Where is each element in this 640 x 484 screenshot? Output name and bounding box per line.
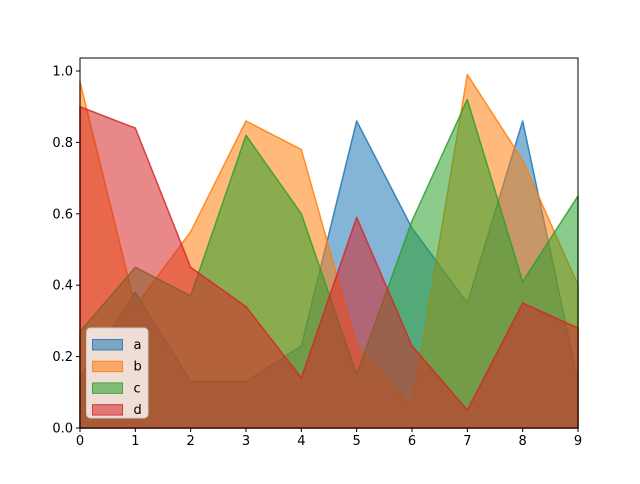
y-tick-label: 0.2: [52, 350, 73, 365]
axes-spines: [79, 57, 579, 429]
legend-label-d: d: [134, 403, 142, 418]
legend-swatch-d: [92, 404, 123, 416]
y-axis: 0.0 0.2 0.4 0.6 0.8 1.0: [52, 65, 80, 437]
x-tick-label: 5: [353, 434, 361, 449]
legend-swatch-c: [92, 382, 123, 394]
x-tick-label: 2: [187, 434, 195, 449]
y-tick-label: 0.8: [52, 136, 73, 151]
legend-label-a: a: [134, 338, 142, 353]
x-tick-label: 7: [463, 434, 471, 449]
axes-frame: [79, 57, 579, 429]
y-tick-label: 1.0: [52, 65, 73, 80]
legend-label-c: c: [134, 381, 141, 396]
x-tick-label: 6: [408, 434, 416, 449]
x-axis: 0 1 2 3 4 5 6 7 8 9: [76, 428, 582, 449]
x-tick-label: 8: [519, 434, 527, 449]
y-tick-label: 0.4: [52, 279, 73, 294]
y-tick-label: 0.0: [52, 422, 73, 437]
legend-swatch-b: [92, 360, 123, 373]
x-tick-label: 1: [131, 434, 139, 449]
series-layer: [79, 73, 579, 429]
x-tick-label: 0: [76, 434, 84, 449]
x-tick-label: 9: [574, 434, 582, 449]
y-tick-label: 0.6: [52, 207, 73, 222]
x-tick-label: 3: [242, 434, 250, 449]
x-tick-label: 4: [297, 434, 305, 449]
legend-label-b: b: [134, 360, 142, 375]
legend-swatch-a: [92, 339, 123, 351]
